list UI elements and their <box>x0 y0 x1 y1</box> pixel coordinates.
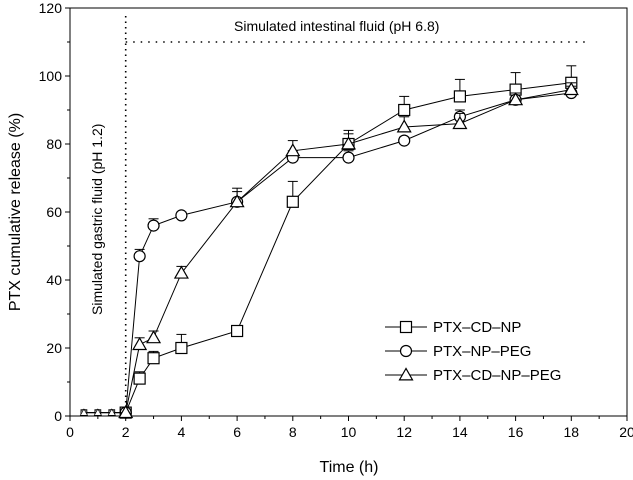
legend: PTX–CD–NP PTX–NP–PEG PTX–CD–NP–PEG <box>385 319 561 384</box>
x-tick-label: 16 <box>508 424 524 440</box>
x-tick-label: 10 <box>341 424 357 440</box>
x-tick-label: 14 <box>452 424 468 440</box>
x-tick-label: 12 <box>396 424 412 440</box>
x-tick-label: 4 <box>178 424 186 440</box>
legend-item: PTX–NP–PEG <box>385 343 531 360</box>
legend-label: PTX–NP–PEG <box>433 343 531 360</box>
data-point <box>147 219 160 232</box>
series-square <box>80 65 578 419</box>
data-point <box>146 330 162 344</box>
data-point <box>133 372 146 385</box>
axes: 0 2 4 6 8 10 12 14 16 18 20 0 20 40 60 80 100 120 <box>39 0 633 440</box>
y-tick-label: 20 <box>46 340 62 356</box>
data-point <box>118 404 134 419</box>
legend-marker <box>399 344 413 358</box>
data-point <box>508 92 524 106</box>
x-axis-title: Time (h) <box>320 459 379 476</box>
data-point <box>93 408 102 416</box>
legend-item: PTX–CD–NP <box>385 319 521 336</box>
data-point <box>398 134 411 147</box>
y-tick-label: 40 <box>46 272 62 288</box>
legend-label: PTX–CD–NP <box>433 319 521 336</box>
y-tick-label: 80 <box>46 136 62 152</box>
data-point <box>340 136 357 150</box>
data-point <box>173 265 189 279</box>
x-tick-label: 20 <box>619 424 633 440</box>
data-point <box>107 408 116 416</box>
data-point <box>132 336 148 351</box>
data-point <box>452 115 468 130</box>
data-point <box>147 352 160 365</box>
legend-marker <box>398 367 414 381</box>
annotations: Simulated intestinal fluid (pH 6.8) Simu… <box>89 18 439 315</box>
data-point <box>229 194 245 208</box>
data-point <box>286 195 299 208</box>
y-axis-title: PTX cumulative release (%) <box>7 113 24 311</box>
series <box>79 65 579 419</box>
data-point <box>133 250 146 263</box>
series-line <box>83 92 572 414</box>
legend-item: PTX–CD–NP–PEG <box>385 367 561 384</box>
y-tick-label: 100 <box>39 68 63 84</box>
legend-marker <box>399 320 413 334</box>
x-tick-label: 0 <box>66 424 74 440</box>
x-tick-label: 6 <box>233 424 241 440</box>
legend-label: PTX–CD–NP–PEG <box>433 367 561 384</box>
data-point <box>453 90 466 103</box>
data-point <box>396 119 412 133</box>
x-tick-label: 2 <box>122 424 130 440</box>
x-tick-label: 18 <box>564 424 580 440</box>
x-tick-label: 8 <box>289 424 297 440</box>
data-point <box>398 103 411 117</box>
y-tick-label: 0 <box>54 408 62 424</box>
y-tick-label: 60 <box>46 204 62 220</box>
series-triangle <box>79 81 579 419</box>
intestinal-fluid-annotation: Simulated intestinal fluid (pH 6.8) <box>234 18 439 34</box>
data-point <box>79 408 89 416</box>
data-point <box>285 143 301 157</box>
data-point <box>175 209 188 222</box>
gastric-fluid-annotation: Simulated gastric fluid (pH 1.2) <box>89 124 105 315</box>
data-point <box>175 341 188 355</box>
data-point <box>563 81 579 96</box>
y-tick-label: 120 <box>39 0 63 16</box>
data-point <box>342 151 355 164</box>
data-point <box>231 324 244 338</box>
